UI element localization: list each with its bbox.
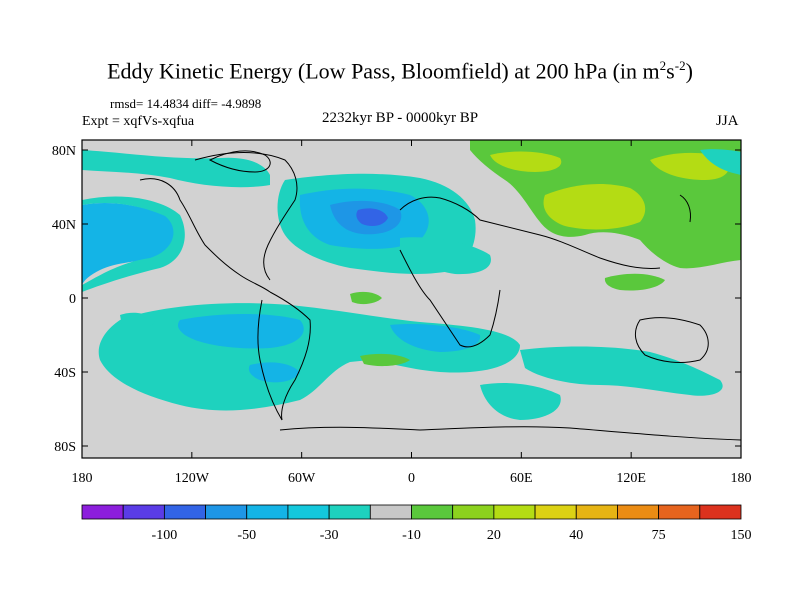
lat-tick-label: 80N <box>52 144 76 159</box>
lon-tick-label: 60W <box>288 471 316 486</box>
colorbar-label: -100 <box>152 528 178 543</box>
diff-value: -4.9898 <box>221 96 262 111</box>
coast-north-america-west <box>139 178 271 293</box>
region-north-atlantic-peak <box>356 208 388 226</box>
lon-tick-label: 0 <box>408 471 415 486</box>
rmsd-value: 14.4834 <box>146 96 189 111</box>
colorbar-swatch <box>534 504 577 520</box>
region-south-pacific-west <box>120 312 155 329</box>
colorbar-label: 40 <box>569 528 583 543</box>
colorbar-swatch <box>205 504 248 520</box>
region-central-asia <box>543 184 646 230</box>
colorbar-swatch <box>246 504 289 520</box>
colorbar-swatch <box>699 504 742 520</box>
colorbar-swatch <box>328 504 371 520</box>
region-bering <box>700 149 741 175</box>
season-label: JJA <box>716 113 739 129</box>
coast-eurasia-south <box>399 196 661 269</box>
colorbar-label: 20 <box>487 528 501 543</box>
coastlines <box>139 150 741 441</box>
colorbar <box>81 504 742 520</box>
colorbar-label: -10 <box>402 528 421 543</box>
field-layer <box>82 140 741 458</box>
rmsd-label: rmsd= <box>110 96 144 111</box>
lon-tick-label: 120E <box>616 471 646 486</box>
region-arctic-pacific <box>82 150 270 188</box>
colorbar-swatch <box>287 504 330 520</box>
region-indian-green <box>604 273 665 291</box>
lon-tick-label: 180 <box>72 471 93 486</box>
lon-axis: 180 120W 60W 0 60E 120E 180 <box>72 140 752 486</box>
title-unit-sup2: -2 <box>674 58 686 73</box>
diff-label: diff= <box>192 96 218 111</box>
colorbar-swatch <box>658 504 701 520</box>
lat-tick-label: 80S <box>54 440 76 455</box>
colorbar-swatch <box>163 504 206 520</box>
coast-antarctica <box>279 426 741 441</box>
colorbar-label: 150 <box>731 528 752 543</box>
coast-japan <box>679 194 691 223</box>
region-equatorial-atlantic <box>350 291 382 305</box>
colorbar-swatch <box>575 504 618 520</box>
colorbar-swatch <box>452 504 495 520</box>
colorbar-label: -30 <box>320 528 339 543</box>
coast-north-america-east <box>194 152 298 281</box>
lon-tick-label: 120W <box>175 471 210 486</box>
region-south-pacific-core <box>177 314 304 349</box>
region-south-atlantic-core <box>390 324 481 352</box>
period-label: 2232kyr BP - 0000kyr BP <box>321 110 479 126</box>
title-unit-sup1: 2 <box>659 58 667 73</box>
lon-tick-label: 60E <box>510 471 533 486</box>
region-arctic-siberia <box>490 151 562 172</box>
lat-tick-label: 0 <box>69 292 76 307</box>
lat-tick-label: 40S <box>54 366 76 381</box>
region-southern-indian <box>520 346 723 396</box>
lat-axis: 80N 40N 0 40S 80S <box>52 144 741 455</box>
colorbar-swatch <box>411 504 454 520</box>
coast-africa <box>399 249 501 348</box>
region-north-africa <box>400 237 491 275</box>
title-unit-end: ) <box>685 58 693 84</box>
lat-tick-label: 40N <box>52 218 76 233</box>
lon-tick-label: 180 <box>731 471 752 486</box>
colorbar-swatch <box>617 504 660 520</box>
colorbar-label: 75 <box>652 528 666 543</box>
colorbar-swatch <box>369 504 412 520</box>
coast-greenland <box>208 150 271 173</box>
colorbar-swatch <box>493 504 536 520</box>
coast-australia <box>634 317 709 363</box>
region-north-pacific <box>82 203 180 285</box>
region-north-pacific-edge <box>82 196 185 292</box>
colorbar-swatch <box>122 504 165 520</box>
stats-line: rmsd= 14.4834 diff= -4.9898 <box>110 96 261 112</box>
region-southern-ocean <box>480 383 561 420</box>
region-south-atlantic-green <box>360 353 410 367</box>
colorbar-swatch <box>81 504 124 520</box>
figure-title: Eddy Kinetic Energy (Low Pass, Bloomfiel… <box>0 58 800 84</box>
experiment-label: Expt = xqfVs-xqfua <box>82 114 195 129</box>
coast-south-america-east <box>269 291 311 421</box>
colorbar-label: -50 <box>237 528 256 543</box>
coast-south-america-west <box>257 299 283 421</box>
title-text: Eddy Kinetic Energy (Low Pass, Bloomfiel… <box>107 58 660 84</box>
colorbar-labels: -100 -50 -30 -10 20 40 75 150 <box>152 528 752 543</box>
title-unit-mid: s <box>666 58 675 84</box>
